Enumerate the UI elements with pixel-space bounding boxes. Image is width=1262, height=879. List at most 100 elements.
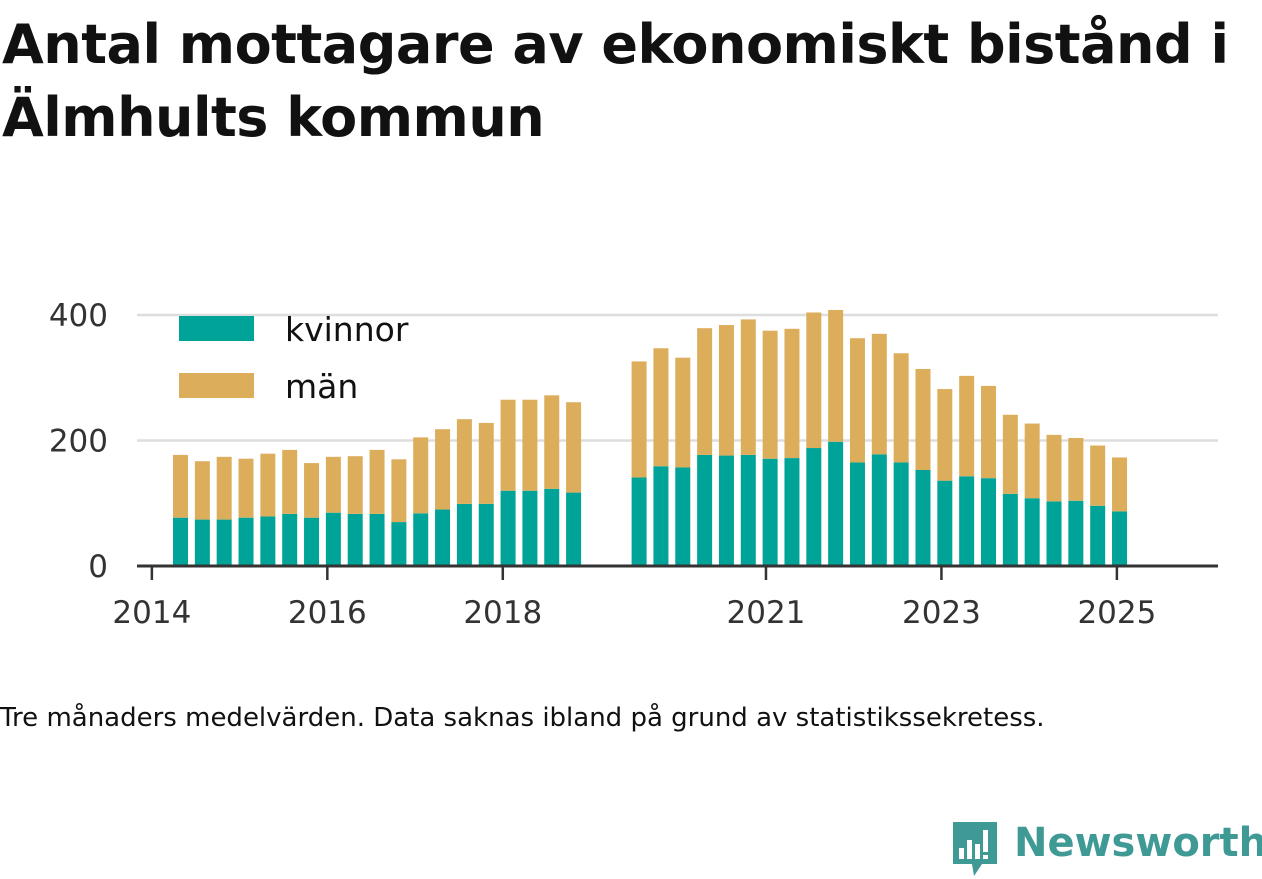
bar-man	[1068, 437, 1084, 501]
bar-man	[849, 338, 865, 463]
y-tick-label-0: 0	[88, 549, 108, 585]
bar-kvinnor	[369, 513, 385, 566]
bar-man	[871, 333, 887, 455]
bar-man	[653, 348, 669, 467]
bar-kvinnor	[784, 458, 800, 566]
x-tick-label-2021: 2021	[727, 595, 806, 631]
bar-man	[216, 456, 232, 520]
legend-label-kvinnor: kvinnor	[285, 310, 409, 349]
bar-kvinnor	[959, 476, 975, 566]
bar-man	[937, 389, 953, 481]
bar-man	[347, 456, 363, 514]
bar-kvinnor	[478, 503, 494, 566]
bar-man	[959, 375, 975, 477]
bar-kvinnor	[937, 480, 953, 566]
bar-man	[697, 328, 713, 455]
bar-man	[238, 458, 254, 518]
bar-kvinnor	[675, 467, 691, 566]
bar-man	[893, 353, 909, 463]
bar-kvinnor	[304, 517, 320, 566]
bar-man	[915, 368, 931, 470]
bar-kvinnor	[325, 512, 341, 566]
bar-man	[1024, 423, 1040, 499]
chart-title: Antal mottagare av ekonomiskt bistånd i …	[2, 13, 1229, 149]
y-tick-label-400: 400	[49, 298, 108, 334]
bar-man	[1002, 414, 1018, 494]
bar-kvinnor	[282, 513, 298, 566]
x-tick-label-2025: 2025	[1077, 595, 1156, 631]
bar-man	[675, 357, 691, 468]
bar-kvinnor	[915, 469, 931, 566]
x-axis: 2014 2016 2018 2021 2023 2025	[112, 564, 1218, 631]
bar-kvinnor	[1068, 500, 1084, 566]
bar-kvinnor	[522, 490, 538, 566]
bar-kvinnor	[697, 454, 713, 566]
bar-man	[304, 463, 320, 518]
bar-man	[413, 437, 429, 514]
newsworthy-logo[interactable]: Newsworthy	[950, 818, 1262, 878]
bar-man	[173, 454, 189, 518]
legend: kvinnor män	[179, 310, 409, 406]
bar-man	[631, 361, 647, 478]
bar-man	[522, 399, 538, 491]
bar-man	[1046, 434, 1062, 502]
x-tick-label-2014: 2014	[112, 595, 191, 631]
bar-chart-speech-bubble-icon	[953, 822, 997, 876]
x-tick-label-2018: 2018	[463, 595, 542, 631]
bar-kvinnor	[849, 462, 865, 566]
y-axis-labels: 0 200 400	[49, 298, 108, 585]
bar-kvinnor	[653, 466, 669, 566]
bar-kvinnor	[871, 454, 887, 566]
bar-kvinnor	[828, 441, 844, 566]
bar-kvinnor	[413, 513, 429, 566]
x-tick-label-2023: 2023	[902, 595, 981, 631]
chart-caption: Tre månaders medelvärden. Data saknas ib…	[0, 703, 1045, 733]
bar-kvinnor	[500, 490, 516, 566]
bar-man	[325, 456, 341, 513]
y-tick-label-200: 200	[49, 424, 108, 460]
bar-man	[981, 385, 996, 479]
x-tick-label-2016: 2016	[288, 595, 367, 631]
bar-man	[282, 449, 298, 514]
bar-kvinnor	[194, 519, 210, 566]
bar-kvinnor	[1112, 511, 1128, 566]
bar-kvinnor	[566, 492, 582, 566]
bar-man	[435, 429, 451, 510]
bar-kvinnor	[1090, 505, 1106, 566]
bar-kvinnor	[173, 517, 189, 566]
bar-man	[500, 399, 516, 491]
bar-man	[566, 402, 582, 493]
bar-kvinnor	[893, 462, 909, 566]
bar-man	[260, 453, 276, 517]
bar-man	[391, 459, 407, 523]
stacked-bar-chart: 2014 2016 2018 2021 2023 2025 0 200 400 kvinnor…	[49, 298, 1218, 631]
bar-kvinnor	[347, 513, 363, 566]
bar-kvinnor	[456, 503, 472, 566]
legend-label-man: män	[285, 367, 358, 406]
bar-kvinnor	[435, 509, 451, 566]
bar-man	[762, 330, 778, 459]
bar-kvinnor	[216, 519, 232, 566]
bar-man	[1090, 445, 1106, 506]
bar-man	[1112, 457, 1128, 512]
bar-man	[828, 309, 844, 442]
bar-kvinnor	[238, 517, 254, 566]
bar-kvinnor	[1024, 498, 1040, 566]
bar-kvinnor	[260, 516, 276, 566]
bar-man	[784, 328, 800, 459]
bar-man	[544, 395, 560, 489]
bar-kvinnor	[1002, 493, 1018, 566]
bar-kvinnor	[544, 488, 560, 566]
bar-kvinnor	[391, 522, 407, 566]
bar-kvinnor	[631, 477, 647, 566]
bar-kvinnor	[762, 458, 778, 566]
brand-name: Newsworthy	[1014, 820, 1262, 866]
legend-swatch-kvinnor	[179, 316, 254, 341]
bars	[173, 309, 1128, 566]
bar-kvinnor	[718, 455, 734, 566]
bar-kvinnor	[806, 448, 822, 566]
legend-swatch-man	[179, 373, 254, 398]
bar-man	[806, 312, 822, 449]
bar-kvinnor	[1046, 501, 1062, 566]
bar-man	[369, 449, 385, 514]
